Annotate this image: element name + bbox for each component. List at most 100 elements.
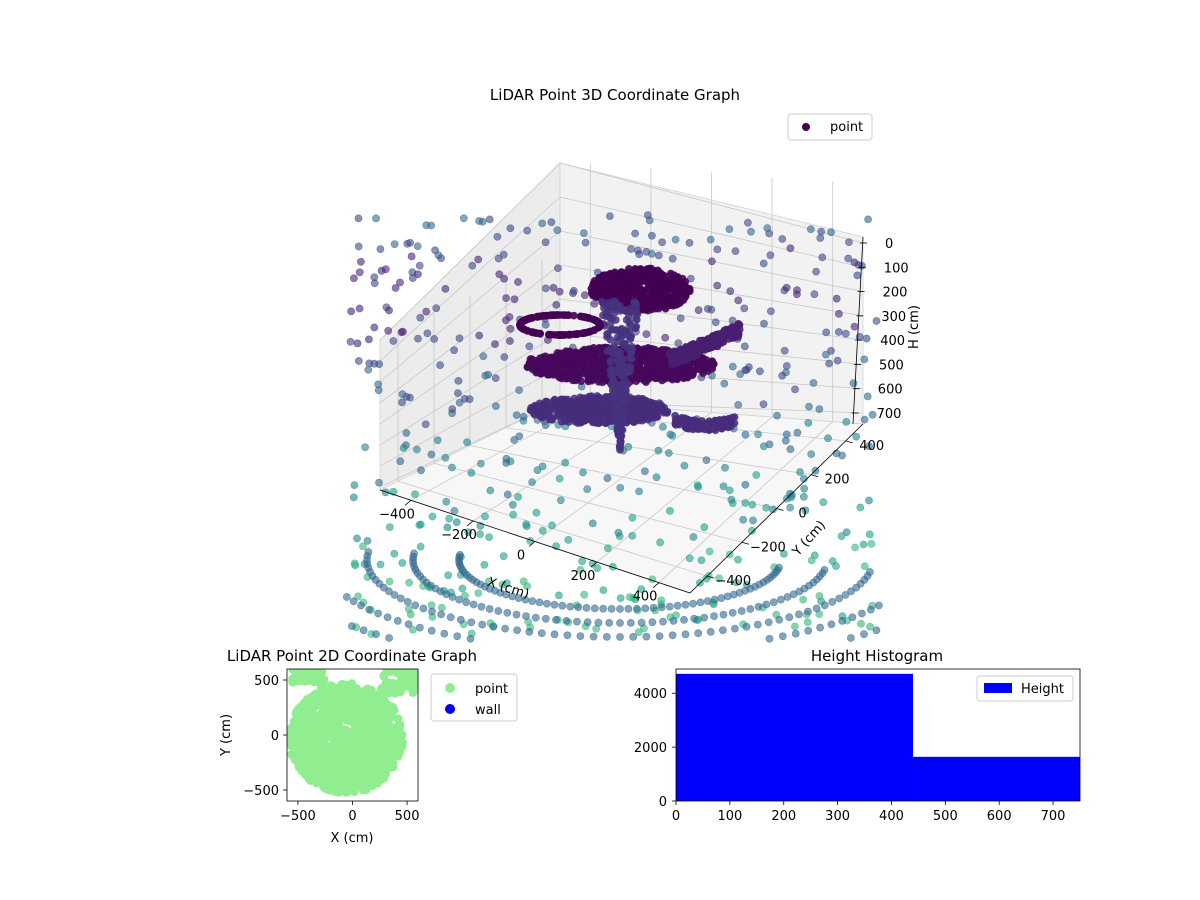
point-3d (780, 346, 789, 355)
point-3d (535, 598, 544, 607)
point-3d (536, 329, 545, 338)
point-3d (749, 516, 757, 525)
legend-2d-wall-label: wall (475, 703, 501, 718)
point-3d (847, 587, 855, 596)
point-3d (538, 219, 547, 228)
point-3d (463, 438, 471, 447)
point-3d (606, 366, 615, 375)
point-3d (518, 324, 527, 333)
point-2d (330, 744, 340, 754)
point-3d (627, 245, 635, 253)
point-3d (642, 632, 651, 641)
point-2d (373, 730, 383, 740)
point-3d (860, 415, 869, 424)
point-3d (350, 481, 359, 489)
point-3d (666, 506, 674, 515)
point-3d (561, 330, 570, 339)
y-tick-label-2d: −500 (243, 784, 279, 799)
point-3d (361, 443, 369, 452)
point-3d (495, 270, 504, 279)
point-3d (810, 290, 819, 299)
point-3d (491, 402, 500, 410)
point-2d (389, 733, 399, 742)
y-tick-label-3d: −200 (750, 540, 786, 555)
x-tick-mark-3d (652, 582, 660, 589)
point-3d (391, 284, 400, 292)
point-3d (865, 442, 873, 451)
point-3d (706, 628, 715, 636)
point-3d (845, 238, 853, 246)
point-3d (502, 458, 511, 467)
x-tick-mark-3d (528, 541, 536, 547)
point-3d (448, 405, 457, 413)
point-3d (741, 499, 750, 507)
point-3d (710, 595, 719, 604)
point-3d (537, 404, 546, 413)
point-3d (752, 471, 761, 479)
point-3d (721, 463, 729, 472)
point-3d (427, 450, 436, 459)
point-3d (627, 354, 636, 363)
point-3d (377, 266, 386, 275)
point-3d (355, 268, 364, 277)
point-2d (294, 742, 304, 752)
point-3d (767, 307, 775, 316)
point-3d (681, 630, 690, 639)
point-3d (416, 542, 425, 551)
y-tick-label-histogram: 0 (659, 795, 667, 810)
point-3d (748, 526, 756, 535)
point-3d (727, 495, 736, 504)
point-3d (619, 364, 628, 373)
point-3d (583, 485, 592, 494)
point-3d (485, 533, 493, 541)
point-2d (371, 748, 381, 758)
point-2d (330, 768, 340, 777)
legend-3d-label: point (830, 120, 863, 135)
point-3d (533, 312, 541, 321)
point-3d (791, 385, 799, 394)
point-3d (628, 513, 637, 522)
point-3d (737, 607, 746, 615)
point-3d (799, 492, 808, 501)
point-3d (875, 601, 883, 610)
point-3d (600, 403, 609, 412)
point-3d (558, 601, 567, 610)
point-3d (537, 629, 546, 638)
point-3d (625, 593, 634, 601)
point-3d (631, 229, 639, 238)
point-3d (864, 215, 872, 224)
point-3d (710, 612, 718, 620)
point-3d (456, 615, 465, 624)
point-3d (540, 311, 549, 320)
point-3d (578, 557, 586, 566)
point-3d (620, 274, 629, 283)
z-tick-label-3d: 500 (879, 358, 904, 373)
y-tick-mark-3d (707, 575, 715, 579)
point-3d (615, 303, 624, 312)
point-3d (385, 577, 394, 586)
point-3d (775, 615, 784, 624)
x-axis-label-2d: X (cm) (331, 831, 374, 846)
point-3d (588, 559, 597, 568)
point-3d (643, 413, 651, 421)
point-3d (617, 396, 626, 405)
point-3d (624, 442, 633, 451)
points-2d (287, 669, 418, 797)
point-2d (379, 671, 389, 681)
point-3d (661, 289, 670, 298)
x-tick-mark-3d (466, 520, 474, 527)
point-3d (648, 618, 657, 627)
point-3d (778, 235, 787, 243)
point-3d (791, 622, 799, 631)
point-3d (569, 286, 578, 295)
point-3d (720, 379, 729, 388)
point-3d (502, 579, 511, 588)
point-3d (670, 271, 678, 279)
point-3d (419, 604, 428, 613)
point-3d (713, 281, 722, 290)
point-3d (665, 602, 674, 611)
point-3d (866, 605, 875, 614)
point-3d (595, 277, 604, 286)
y-tick-label-2d: 500 (254, 674, 279, 689)
point-3d (664, 449, 673, 457)
